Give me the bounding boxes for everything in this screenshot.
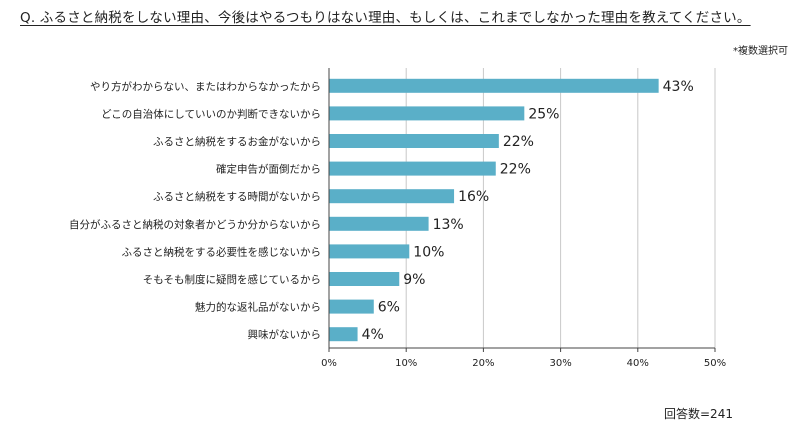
value-label: 25% <box>528 106 559 122</box>
category-label: 確定申告が面倒だから <box>216 163 321 176</box>
x-tick-label: 40% <box>627 358 649 369</box>
bar <box>329 272 400 286</box>
bar <box>329 244 410 259</box>
value-label: 43% <box>663 79 694 95</box>
x-tick-label: 20% <box>472 358 494 369</box>
category-label: 魅力的な返礼品がないから <box>195 301 321 314</box>
chart-title: Q. ふるさと納税をしない理由、今後はやるつもりはない理由、もしくは、これまでし… <box>20 10 751 26</box>
bar <box>329 134 499 148</box>
category-label: ふるさと納税をする必要性を感じないから <box>122 245 322 258</box>
x-tick-label: 30% <box>549 358 571 369</box>
value-label: 9% <box>403 272 425 288</box>
bar <box>329 189 455 204</box>
category-label: どこの自治体にしていいのか判断できないから <box>101 107 321 120</box>
bar <box>329 299 374 314</box>
value-label: 10% <box>413 244 444 260</box>
multiple-choice-note: *複数選択可 <box>733 46 788 57</box>
category-label: ふるさと納税をする時間がないから <box>153 190 321 203</box>
value-label: 22% <box>500 162 531 178</box>
value-label: 22% <box>503 134 534 150</box>
category-label: そもそも制度に疑問を感じているから <box>143 273 321 286</box>
bars: やり方がわからない、またはわからなかったから 43% どこの自治体にしていいのか判断… <box>69 78 694 343</box>
x-tick-label: 10% <box>395 358 417 369</box>
x-tick-label: 50% <box>704 358 726 369</box>
value-label: 13% <box>433 217 464 233</box>
category-label: やり方がわからない、またはわからなかったから <box>90 80 321 93</box>
value-label: 16% <box>458 189 489 205</box>
category-label: 興味がないから <box>248 328 322 341</box>
bar <box>329 216 429 231</box>
x-tick-label: 0% <box>321 358 337 369</box>
category-label: 自分がふるさと納税の対象者かどうか分からないから <box>69 218 321 231</box>
respondent-count: 回答数=241 <box>664 407 733 421</box>
axes: 0% 10% 20% 30% 40% 50% <box>321 68 726 369</box>
value-label: 6% <box>378 300 400 316</box>
bar <box>329 327 358 342</box>
value-label: 4% <box>362 327 384 343</box>
category-label: ふるさと納税をするお金がないから <box>153 135 321 148</box>
bar <box>329 106 525 121</box>
bar <box>329 161 496 176</box>
bar <box>329 78 659 93</box>
